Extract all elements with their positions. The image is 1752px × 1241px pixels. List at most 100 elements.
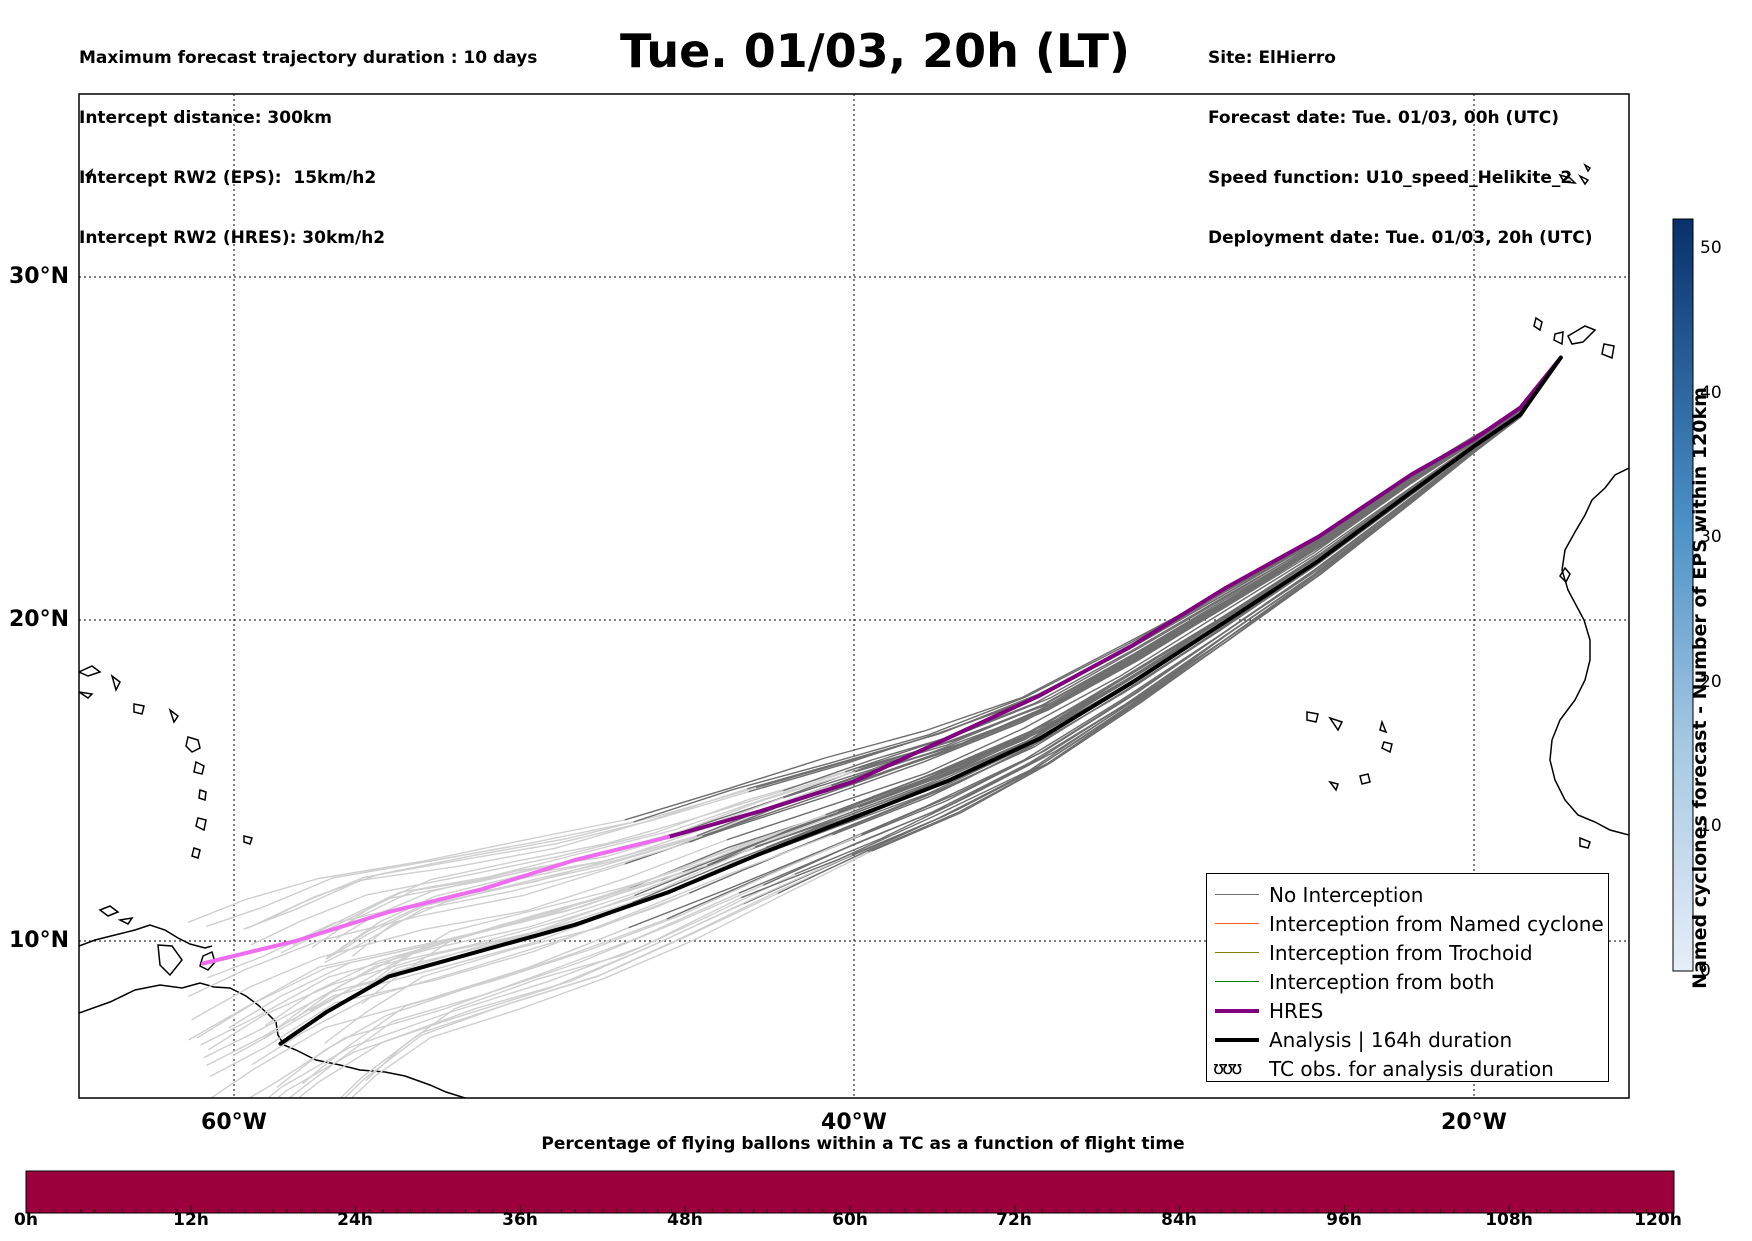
tc-colorbar-title: Percentage of flying ballons within a TC… [541,1134,1185,1154]
island [117,916,134,925]
island [1328,780,1339,792]
time-tick: 48h [667,1210,703,1230]
ensemble-trajectory-tail [365,873,796,1081]
header-line: Deployment date: Tue. 01/03, 20h (UTC) [1208,228,1593,248]
lon-label-60w: 60°W [201,1110,267,1135]
map-legend: No Interception Interception from Named … [1206,873,1609,1082]
island [1379,719,1388,734]
legend-label: TC obs. for analysis duration [1269,1057,1554,1081]
ensemble-trajectory-tail [324,892,690,1044]
header-line: Forecast date: Tue. 01/03, 00h (UTC) [1208,108,1559,128]
colorbar-tick: 10 [1700,816,1722,836]
ensemble-trajectory [782,356,1562,792]
island [1328,716,1344,732]
ensemble-trajectory-tail [187,819,626,923]
island [79,691,94,699]
island [1306,711,1319,723]
map-frame [78,93,1630,1099]
legend-label: HRES [1269,999,1324,1023]
ensemble-trajectory [632,356,1562,823]
colorbar-tick: 40 [1700,383,1722,403]
island [98,905,120,917]
island [243,835,253,845]
header-line: Speed function: U10_speed_Helikite_2 [1208,168,1573,188]
legend-label: Analysis | 164h duration [1269,1028,1513,1052]
lat-label-10n: 10°N [9,928,70,953]
ensemble-trajectory [737,356,1562,894]
island [1579,836,1591,849]
analysis-trajectory [278,355,1563,1046]
island [1559,566,1571,584]
ensemble-trajectory [645,356,1562,901]
ensemble-trajectory [746,356,1562,790]
ensemble-trajectory [731,356,1562,866]
header-line: Maximum forecast trajectory duration : 1… [79,48,538,68]
island [1567,325,1597,345]
lon-label-40w: 40°W [821,1110,887,1135]
island [1359,773,1371,785]
africa-coast [1549,467,1629,836]
ensemble-trajectory [831,356,1562,836]
ensemble-trajectory [778,356,1562,805]
header-line: Intercept distance: 300km [79,108,332,128]
ensemble-trajectory [850,356,1562,856]
ensemble-trajectory [623,356,1562,821]
ensemble-trajectory [688,356,1562,894]
time-tick: 120h [1634,1210,1682,1230]
time-tick: 60h [832,1210,868,1230]
hres-trajectory [666,355,1563,840]
ensemble-trajectory-tail [335,790,784,932]
colorbar-tick: 30 [1700,527,1722,547]
legend-label: Interception from Trochoid [1269,941,1533,965]
time-tick: 24h [337,1210,373,1230]
legend-swatch [1215,1038,1259,1042]
ensemble-trajectory-tail [188,814,826,1041]
eps-colorbar [1672,218,1694,972]
ensemble-trajectory-tail [267,897,742,1098]
colorbar-title: Named cyclones forecast - Number of EPS … [1689,387,1711,989]
legend-swatch [1215,1009,1259,1013]
time-tick: 0h [14,1210,38,1230]
ensemble-trajectory [762,356,1562,854]
ensemble-trajectory [857,356,1562,769]
ensemble-trajectory [633,356,1562,897]
trinidad-coast [199,950,216,971]
ensemble-trajectory-tail [280,771,855,954]
lat-label-20n: 20°N [9,607,70,632]
ensemble-trajectory [624,356,1562,865]
ensemble-trajectory-tail [250,771,846,946]
legend-swatch [1215,952,1259,953]
ensemble-trajectory-tail [361,864,708,1005]
island [198,788,207,802]
time-tick: 72h [996,1210,1032,1230]
hres-trajectory-tail [201,835,670,966]
ensemble-trajectory [705,356,1562,867]
island [1553,331,1564,346]
ensemble-trajectory [747,356,1562,793]
trajectory-layer [187,355,1563,1098]
lon-label-20w: 20°W [1441,1110,1507,1135]
island [185,736,201,753]
ensemble-trajectory [701,356,1562,837]
island [191,847,201,859]
ensemble-trajectory-tail [266,787,757,921]
ensemble-trajectory-tail [209,927,630,1098]
ensemble-trajectory-tail [208,895,635,1051]
legend-label: No Interception [1269,883,1424,907]
island [79,665,102,677]
ensemble-trajectory [830,356,1562,787]
island [1583,163,1592,173]
ensemble-trajectory-tail [292,767,859,946]
legend-swatch [1215,923,1259,924]
caribbean-coast [79,924,213,949]
time-tick: 36h [502,1210,538,1230]
legend-swatch [1215,894,1259,895]
header-line: Site: ElHierro [1208,48,1336,68]
ensemble-trajectory [764,356,1562,849]
island [110,674,121,693]
ensemble-trajectory [782,356,1562,799]
ensemble-trajectory-tail [350,850,872,1098]
legend-label: Interception from Named cyclone [1269,912,1604,936]
island [1601,343,1615,360]
